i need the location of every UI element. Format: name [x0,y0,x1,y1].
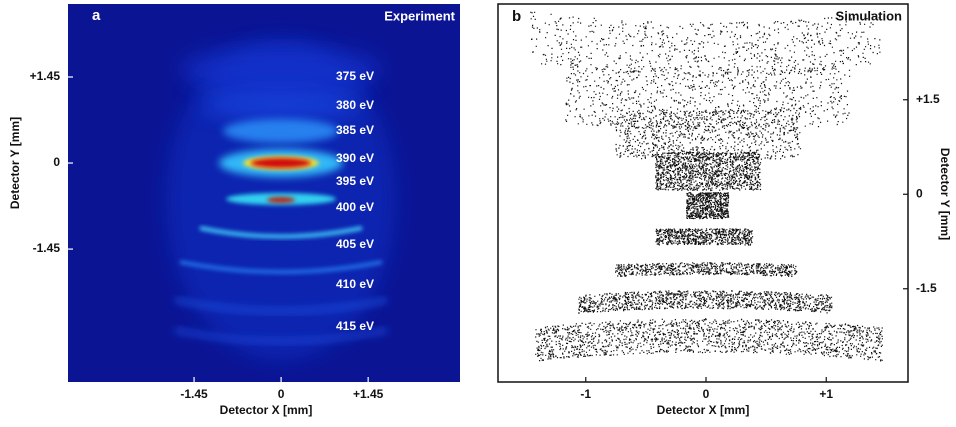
simulated-hits [530,11,883,362]
x-tick-label: +1.45 [353,387,384,401]
x-axis-label: Detector X [mm] [220,403,313,417]
panel-letter: a [92,7,101,24]
y-tick-label: -1.5 [916,281,937,295]
y-tick-label: +1.5 [916,92,940,106]
energy-label: 415 eV [336,319,374,333]
x-tick-label: -1.45 [180,387,208,401]
panel-a: a Experiment Detector X [mm] Detector Y … [8,4,460,417]
energy-label: 390 eV [336,151,374,165]
x-axis-label: Detector X [mm] [657,403,750,417]
panel-title: Experiment [384,8,455,23]
band [174,327,388,344]
y-tick-label: 0 [916,186,923,200]
y-tick-label: +1.45 [30,69,61,83]
band [181,45,381,95]
energy-label: 400 eV [336,200,374,214]
band [174,298,388,313]
energy-label: 380 eV [336,98,374,112]
band [179,260,383,274]
panel-title: Simulation [836,8,903,23]
energy-label: 395 eV [336,174,374,188]
band [199,226,363,239]
x-tick-label: -1 [580,387,591,401]
x-tick-label: 0 [703,387,710,401]
panel-b: b Simulation Detector X [mm] Detector Y … [497,3,952,417]
band-core [251,158,311,168]
x-tick-label: +1 [819,387,833,401]
band-core [267,197,295,203]
panel-letter: b [512,8,521,25]
energy-label: 405 eV [336,237,374,251]
y-tick-label: 0 [53,155,60,169]
energy-label: 375 eV [336,69,374,83]
energy-label: 385 eV [336,123,374,137]
band [223,119,339,143]
band [201,91,361,119]
y-tick-label: -1.45 [33,241,61,255]
energy-label: 410 eV [336,277,374,291]
x-tick-label: 0 [278,387,285,401]
y-axis-label: Detector Y [mm] [8,117,22,209]
y-axis-label: Detector Y [mm] [938,148,952,240]
